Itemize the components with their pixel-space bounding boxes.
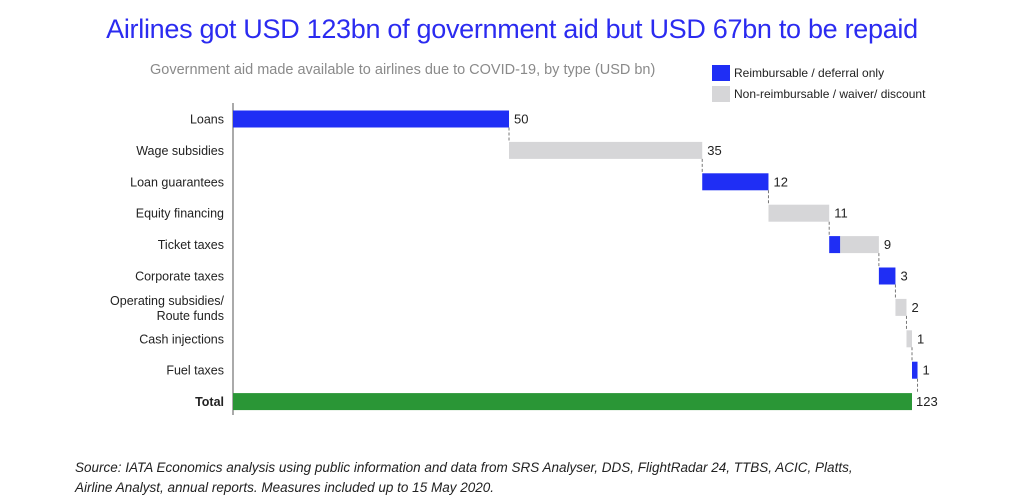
value-label: 1 [917,331,924,346]
value-label: 9 [884,237,891,252]
legend-label: Non-reimbursable / waiver/ discount [734,86,926,101]
source-note: Source: IATA Economics analysis using pu… [75,458,995,498]
bar-total [233,393,912,411]
bar-non-reimbursable [840,236,879,254]
value-label: 35 [707,143,721,158]
category-label: Fuel taxes [166,364,224,378]
legend-label: Reimbursable / deferral only [734,65,885,80]
legend-item-reimbursable: Reimbursable / deferral only [712,62,925,83]
category-label: Loan guarantees [130,175,224,189]
legend-item-non-reimbursable: Non-reimbursable / waiver/ discount [712,83,925,104]
bar-non-reimbursable [768,204,830,222]
bar-non-reimbursable [906,330,912,348]
bar-reimbursable [878,267,896,285]
value-label: 2 [911,300,918,315]
value-label: 1 [923,363,930,378]
value-label: 50 [514,112,528,127]
category-label: Loans [190,113,224,127]
value-label: 11 [834,206,848,221]
bar-reimbursable [233,110,510,128]
category-label: Ticket taxes [158,238,224,252]
category-label: Corporate taxes [135,270,224,284]
legend-swatch-reimbursable [712,64,730,81]
category-label: Operating subsidies/ [110,294,224,308]
source-line: Airline Analyst, annual reports. Measure… [75,480,494,495]
value-label: 3 [900,269,907,284]
bar-reimbursable [912,361,918,379]
legend: Reimbursable / deferral only Non-reimbur… [712,62,925,104]
bar-non-reimbursable [509,141,703,159]
legend-swatch-non-reimbursable [712,85,730,102]
bar-non-reimbursable [895,298,907,316]
value-label: 12 [773,174,787,189]
category-label: Wage subsidies [136,144,224,158]
category-label: Route funds [157,309,224,323]
source-line: Source: IATA Economics analysis using pu… [75,460,853,475]
category-label: Cash injections [139,332,224,346]
bar-reimbursable [829,236,841,254]
bar-reimbursable [702,173,769,191]
chart-subtitle: Government aid made available to airline… [150,62,656,78]
page-title: Airlines got USD 123bn of government aid… [106,14,918,44]
category-label-total: Total [195,395,224,409]
category-label: Equity financing [136,207,224,221]
value-label-total: 123 [916,394,938,409]
